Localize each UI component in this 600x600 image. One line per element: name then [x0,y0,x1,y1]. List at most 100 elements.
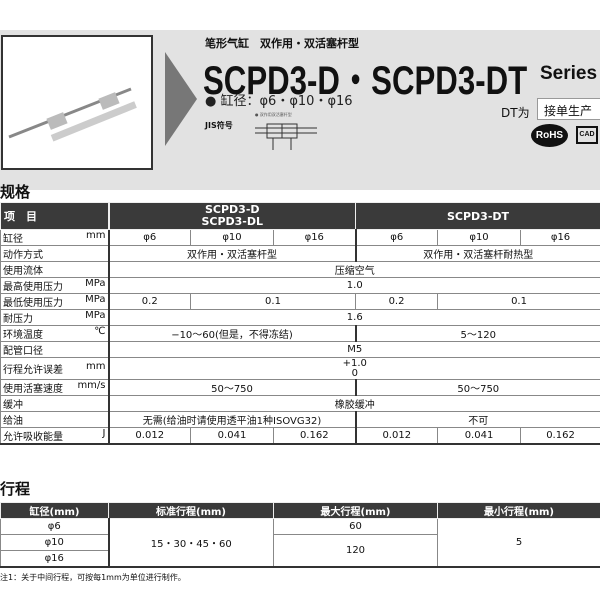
label-text: 缓冲 [3,400,23,411]
value-cell: 50〜750 [107,379,357,396]
series-label: Series [540,63,598,84]
table-row: 动作方式 双作用・双活塞杆型 双作用・双活塞杆耐热型 [0,245,600,262]
table-row: 使用活塞速度 mm/s 50〜750 50〜750 [0,379,600,396]
row-label: 配管口径 [0,341,110,358]
header-bore: 缸径(mm) [0,502,109,519]
value-cell: 不可 [355,411,600,428]
unit-text: MPa [85,278,106,290]
unit-text: mm [86,361,106,372]
value-cell: +1.0 0 [107,357,600,380]
dt-label: DT为 [501,106,530,120]
table-row: 允许吸收能量 J 0.012 0.041 0.162 0.012 0.041 0.162 [0,427,600,445]
stroke-heading: 行程 [0,480,31,498]
value-cell: φ6 [108,229,191,246]
value-cell: 无需(给油时请使用透平油1种ISOVG32) [107,411,357,428]
table-row: φ6 15・30・45・60 60 5 [0,518,600,567]
table-row: 耐压力 MPa 1.6 [0,309,600,326]
label-text: 缸径 [3,234,23,245]
value-cell: 0.041 [190,427,274,445]
value-cell: 1.6 [107,309,600,326]
value-cell: −10〜60(但是，不得冻结) [107,325,357,342]
max-stroke: 60 [273,518,438,535]
unit-text: ℃ [94,326,106,338]
value-cell: 0.2 [355,293,439,310]
label-text: 给油 [3,416,23,427]
row-label: 使用活塞速度 mm/s [0,379,110,396]
stroke-table: 缸径(mm) 标准行程(mm) 最大行程(mm) 最小行程(mm) φ6 15・3… [0,502,600,568]
table-row: φ16 [0,550,600,567]
row-label: 行程允许误差 mm [0,357,110,380]
row-label: 使用流体 [0,261,110,278]
unit-text: J [102,428,106,439]
header-min: 最小行程(mm) [437,502,600,519]
value-cell: M5 [107,341,600,358]
bore-cell: φ6 [0,518,110,535]
page-title: SCPD3-D・SCPD3-DT [203,59,528,103]
min-stroke: 5 [437,518,600,567]
jis-label: JIS符号 [205,121,233,130]
spec-heading: 规格 [0,183,31,201]
value-cell: 0.041 [437,427,522,445]
table-row: 缓冲 橡胶缓冲 [0,395,600,412]
bore-cell: φ16 [0,550,110,567]
value-cell: 5〜120 [355,325,600,342]
unit-text: MPa [85,310,106,322]
value-cell: 0.1 [189,293,357,310]
bore-cell: φ10 [0,534,110,551]
dt-value: 接单生产 [537,98,600,120]
value-cell: φ16 [520,229,600,246]
value-cell: 0.2 [108,293,191,310]
value-cell: 1.0 [107,277,600,294]
max-stroke: 120 [273,534,438,567]
table-row: 最低使用压力 MPa 0.2 0.1 0.2 0.1 [0,293,600,310]
value-cell: 双作用・双活塞杆型 [107,245,357,262]
rohs-icon: RoHS [531,124,568,147]
row-label: 环境温度 ℃ [0,325,110,342]
label-text: 允许吸收能量 [3,432,63,443]
unit-text: MPa [85,294,106,306]
header-standard: 标准行程(mm) [108,502,274,519]
table-row: φ10 120 [0,534,600,567]
symbol-caption: ● 双作用双活塞杆型 [255,112,292,117]
row-label: 缸径 mm [0,229,110,246]
row-label: 耐压力 MPa [0,309,110,326]
value-cell: φ10 [437,229,522,246]
value-cell: 50〜750 [355,379,600,396]
header-item: 项 目 [0,202,110,230]
label-text: 最低使用压力 [3,298,63,309]
value-cell: 0.1 [437,293,600,310]
table-row: 使用流体 压缩空气 [0,261,600,278]
label-text: 动作方式 [3,250,43,261]
row-label: 给油 [0,411,110,428]
unit-text: mm [86,230,106,242]
label-text: 环境温度 [3,330,43,341]
header-scpd3-dt: SCPD3-DT [355,202,600,230]
bore-sizes: ● 缸径：φ6・φ10・φ16 [205,94,353,109]
table-row: 最高使用压力 MPa 1.0 [0,277,600,294]
value-cell: 0.162 [272,427,357,445]
value-cell: 0.012 [355,427,439,445]
value-cell: 压缩空气 [107,261,600,278]
row-label: 动作方式 [0,245,110,262]
table-row: 配管口径 M5 [0,341,600,358]
table-row: 行程允许误差 mm +1.0 0 [0,357,600,380]
header-scpd3-d: SCPD3-D SCPD3-DL [107,202,357,230]
subtitle: 笔形气缸 双作用・双活塞杆型 [205,37,359,50]
label-text: 使用流体 [3,266,43,277]
label-text: 配管口径 [3,346,43,357]
footnote: 注1：关于中间行程，可按每1mm为单位进行制作。 [0,573,186,582]
product-image [1,35,153,170]
value-cell: φ6 [355,229,439,246]
cad-icon[interactable]: CAD [576,126,598,144]
row-label: 允许吸收能量 J [0,427,110,445]
row-label: 缓冲 [0,395,110,412]
row-label: 最低使用压力 MPa [0,293,110,310]
value-cell: 0.162 [520,427,600,445]
arrow-triangle [165,52,197,146]
spec-table: 项 目 SCPD3-D SCPD3-DL SCPD3-DT 缸径 mm φ6 φ10 φ… [0,202,600,445]
standard-stroke: 15・30・45・60 [108,518,274,567]
jis-symbol: ● 双作用双活塞杆型 [255,112,325,162]
table-row: 环境温度 ℃ −10〜60(但是，不得冻结) 5〜120 [0,325,600,342]
value-cell: 橡胶缓冲 [107,395,600,412]
label-text: 行程允许误差 [3,365,63,376]
